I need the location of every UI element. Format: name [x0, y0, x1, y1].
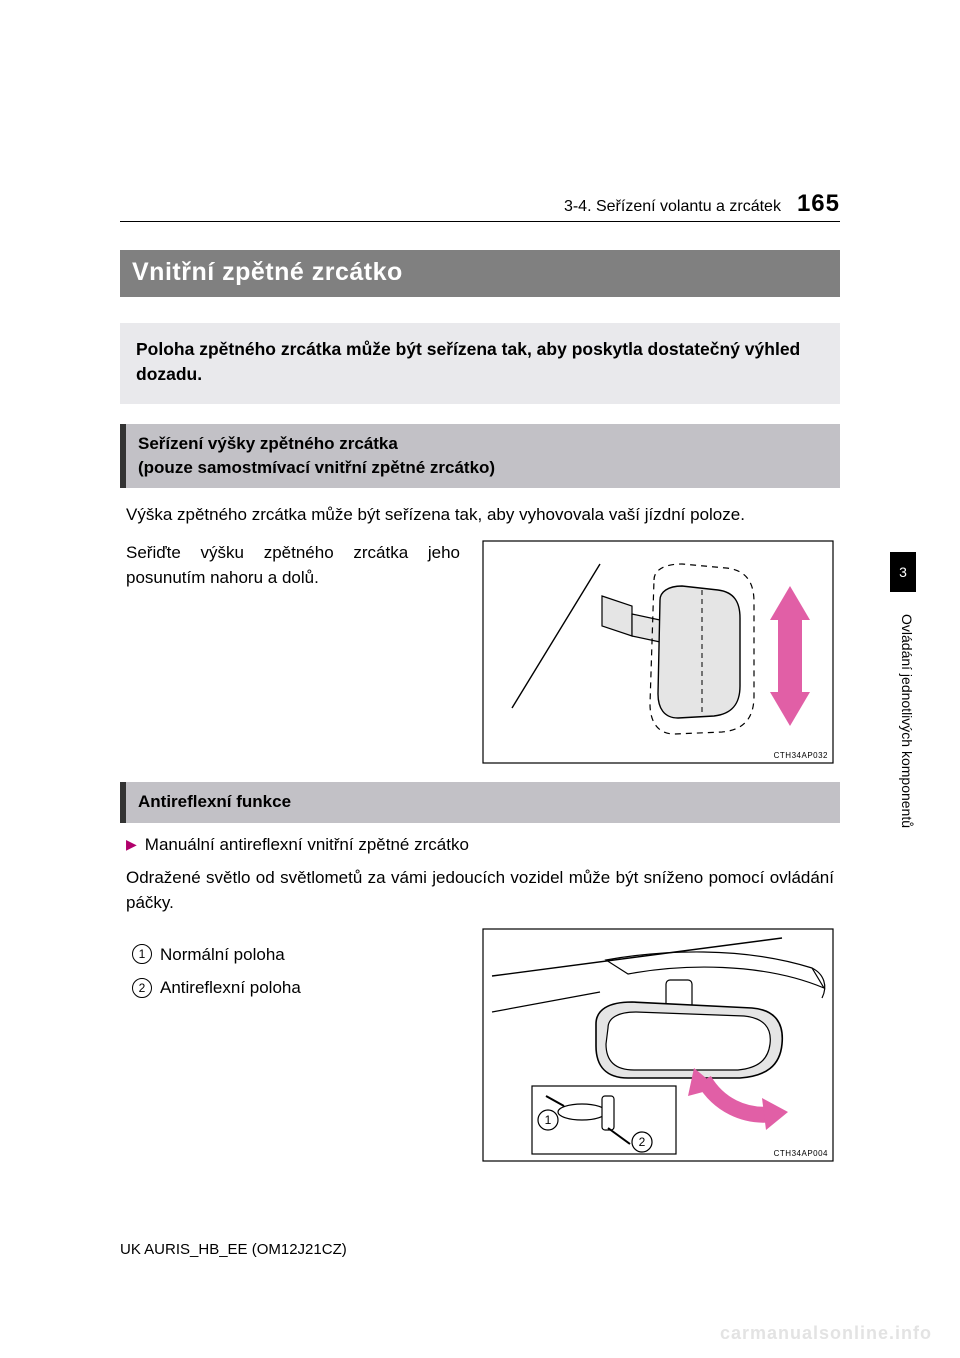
paragraph: Odražené světlo od světlometů za vámi je…	[120, 865, 840, 916]
footer-doc-id: UK AURIS_HB_EE (OM12J21CZ)	[120, 1241, 347, 1258]
intro-summary: Poloha zpětného zrcátka může být seřízen…	[120, 323, 840, 404]
running-header: 3-4. Seřízení volantu a zrcátek 165	[120, 190, 840, 222]
bullet-text: Manuální antireflexní vnitřní zpětné zrc…	[145, 835, 469, 855]
antireflex-svg: 1 2	[482, 928, 834, 1162]
content-column: 3-4. Seřízení volantu a zrcátek 165 Vnit…	[120, 0, 840, 1162]
bullet-item: ▶ Manuální antireflexní vnitřní zpětné z…	[120, 835, 840, 855]
subheading-height-adjust: Seřízení výšky zpětného zrcátka (pouze s…	[120, 424, 840, 489]
list-item-label: Normální poloha	[160, 942, 285, 968]
section-breadcrumb: 3-4. Seřízení volantu a zrcátek	[564, 198, 781, 216]
figure-caption: CTH34AP004	[774, 1149, 828, 1158]
subheading-antireflex: Antireflexní funkce	[120, 782, 840, 823]
subheading-line: (pouze samostmívací vnitřní zpětné zrcát…	[138, 456, 828, 480]
list-item: 2 Antireflexní poloha	[132, 975, 454, 1001]
figure-container: 1 2 CTH34AP004	[482, 928, 834, 1162]
paragraph: Výška zpětného zrcátka může být seřízena…	[120, 502, 840, 528]
manual-page: 3-4. Seřízení volantu a zrcátek 165 Vnit…	[0, 0, 960, 1358]
figure-mirror-height: CTH34AP032	[482, 540, 834, 764]
svg-text:1: 1	[545, 1113, 552, 1127]
paragraph: Seřiďte výšku zpětného zrcátka jeho posu…	[126, 540, 460, 764]
list-item-label: Antireflexní poloha	[160, 975, 301, 1001]
page-number: 165	[797, 190, 840, 218]
page-title: Vnitřní zpětné zrcátko	[120, 250, 840, 297]
circled-number-icon: 2	[132, 978, 152, 998]
text-figure-row: Seřiďte výšku zpětného zrcátka jeho posu…	[120, 540, 840, 764]
chapter-side-label: Ovládání jednotlivých komponentů	[899, 614, 915, 828]
watermark: carmanualsonline.info	[720, 1323, 932, 1344]
circled-number-icon: 1	[132, 944, 152, 964]
svg-text:2: 2	[639, 1135, 646, 1149]
chapter-thumb-tab: 3	[890, 552, 916, 592]
list-item: 1 Normální poloha	[132, 942, 454, 968]
numbered-list: 1 Normální poloha 2 Antireflexní poloha	[126, 928, 460, 1162]
figure-caption: CTH34AP032	[774, 751, 828, 760]
text-figure-row: 1 Normální poloha 2 Antireflexní poloha	[120, 928, 840, 1162]
subheading-line: Seřízení výšky zpětného zrcátka	[138, 432, 828, 456]
figure-container: CTH34AP032	[482, 540, 834, 764]
figure-antireflex: 1 2 CTH34AP004	[482, 928, 834, 1162]
mirror-height-svg	[482, 540, 834, 764]
triangle-bullet-icon: ▶	[126, 836, 137, 853]
